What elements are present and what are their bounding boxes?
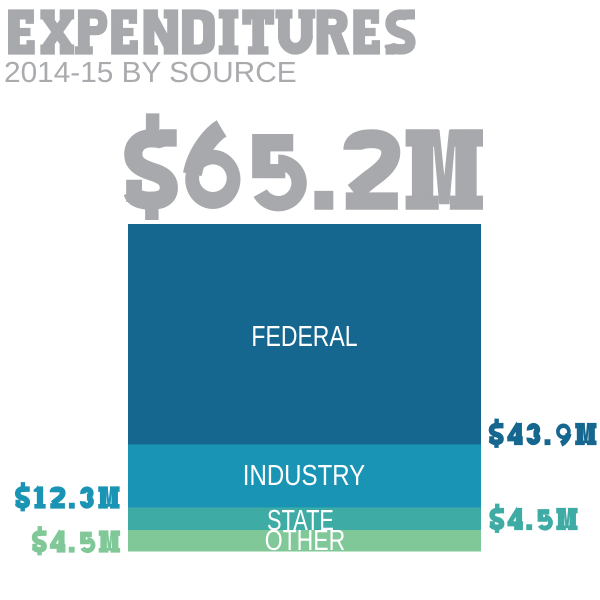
svg-text:FEDERAL: FEDERAL — [251, 319, 357, 352]
svg-text:INDUSTRY: INDUSTRY — [243, 459, 366, 492]
svg-text:OTHER: OTHER — [265, 523, 346, 556]
svg-text:2014-15 BY SOURCE: 2014-15 BY SOURCE — [4, 56, 297, 88]
svg-text:STATE: STATE — [267, 505, 334, 537]
